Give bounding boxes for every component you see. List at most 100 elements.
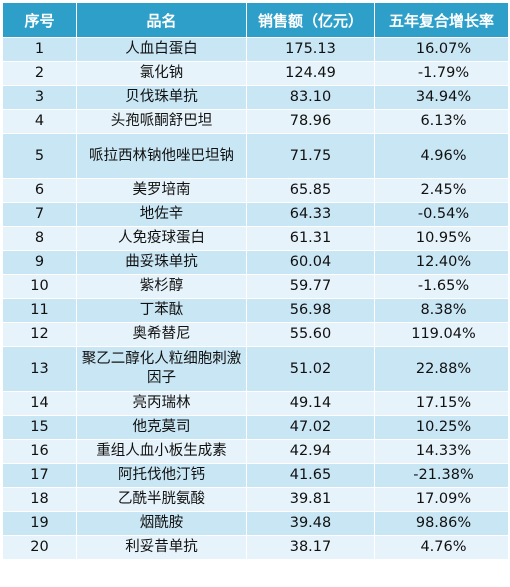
table-row: 1 人血白蛋白 175.13 16.07% [2,37,509,62]
cell-growth-rate: 119.04% [374,322,509,347]
cell-rank: 3 [2,85,77,110]
table-header-row: 序号 品名 销售额（亿元） 五年复合增长率 [2,2,509,38]
cell-product-name: 氯化钠 [76,61,247,86]
cell-rank: 17 [2,463,77,488]
cell-sales: 39.81 [246,487,375,512]
table-row: 16 重组人血小板生成素 42.94 14.33% [2,439,509,464]
cell-sales: 124.49 [246,61,375,86]
table-body: 1 人血白蛋白 175.13 16.07% 2 氯化钠 124.49 -1.79% 3 贝伐珠单抗… [2,37,509,560]
table-row: 14 亮丙瑞林 49.14 17.15% [2,391,509,416]
table-row: 17 阿托伐他汀钙 41.65 -21.38% [2,463,509,488]
table-row: 10 紫杉醇 59.77 -1.65% [2,274,509,299]
table-row: 12 奥希替尼 55.60 119.04% [2,322,509,347]
cell-product-name: 地佐辛 [76,202,247,227]
cell-sales: 175.13 [246,37,375,62]
table-row: 2 氯化钠 124.49 -1.79% [2,61,509,86]
cell-product-name: 人免疫球蛋白 [76,226,247,251]
cell-growth-rate: 4.76% [374,535,509,560]
cell-sales: 61.31 [246,226,375,251]
cell-growth-rate: 4.96% [374,133,509,179]
cell-product-name: 哌拉西林钠他唑巴坦钠 [76,133,247,179]
table-row: 4 头孢哌酮舒巴坦 78.96 6.13% [2,109,509,134]
header-rank: 序号 [2,2,77,38]
cell-product-name: 奥希替尼 [76,322,247,347]
cell-sales: 55.60 [246,322,375,347]
cell-rank: 10 [2,274,77,299]
table-row: 3 贝伐珠单抗 83.10 34.94% [2,85,509,110]
cell-rank: 13 [2,346,77,392]
cell-product-name: 他克莫司 [76,415,247,440]
cell-product-name: 曲妥珠单抗 [76,250,247,275]
cell-growth-rate: 12.40% [374,250,509,275]
cell-rank: 19 [2,511,77,536]
cell-rank: 8 [2,226,77,251]
cell-sales: 78.96 [246,109,375,134]
cell-rank: 5 [2,133,77,179]
table-row: 5 哌拉西林钠他唑巴坦钠 71.75 4.96% [2,133,509,179]
cell-growth-rate: -1.65% [374,274,509,299]
cell-growth-rate: 17.15% [374,391,509,416]
cell-rank: 16 [2,439,77,464]
cell-rank: 7 [2,202,77,227]
cell-sales: 51.02 [246,346,375,392]
cell-product-name: 贝伐珠单抗 [76,85,247,110]
cell-rank: 14 [2,391,77,416]
cell-rank: 4 [2,109,77,134]
cell-rank: 18 [2,487,77,512]
cell-rank: 2 [2,61,77,86]
table-row: 11 丁苯酞 56.98 8.38% [2,298,509,323]
cell-growth-rate: -1.79% [374,61,509,86]
cell-sales: 83.10 [246,85,375,110]
cell-growth-rate: 8.38% [374,298,509,323]
sales-ranking-table: 序号 品名 销售额（亿元） 五年复合增长率 1 人血白蛋白 175.13 16.07%… [2,2,509,560]
header-name: 品名 [76,2,247,38]
cell-product-name: 人血白蛋白 [76,37,247,62]
cell-product-name: 头孢哌酮舒巴坦 [76,109,247,134]
cell-growth-rate: -21.38% [374,463,509,488]
cell-rank: 20 [2,535,77,560]
table-row: 7 地佐辛 64.33 -0.54% [2,202,509,227]
cell-growth-rate: 10.25% [374,415,509,440]
header-growth: 五年复合增长率 [374,2,509,38]
cell-rank: 6 [2,178,77,203]
cell-product-name: 丁苯酞 [76,298,247,323]
cell-growth-rate: 22.88% [374,346,509,392]
cell-rank: 9 [2,250,77,275]
cell-sales: 38.17 [246,535,375,560]
cell-sales: 41.65 [246,463,375,488]
cell-product-name: 重组人血小板生成素 [76,439,247,464]
cell-sales: 71.75 [246,133,375,179]
table-row: 9 曲妥珠单抗 60.04 12.40% [2,250,509,275]
cell-product-name: 利妥昔单抗 [76,535,247,560]
cell-product-name: 亮丙瑞林 [76,391,247,416]
header-sales: 销售额（亿元） [246,2,375,38]
cell-growth-rate: 16.07% [374,37,509,62]
cell-sales: 56.98 [246,298,375,323]
cell-growth-rate: 6.13% [374,109,509,134]
cell-rank: 12 [2,322,77,347]
cell-sales: 60.04 [246,250,375,275]
cell-product-name: 阿托伐他汀钙 [76,463,247,488]
cell-sales: 59.77 [246,274,375,299]
cell-rank: 1 [2,37,77,62]
cell-sales: 64.33 [246,202,375,227]
cell-growth-rate: 2.45% [374,178,509,203]
cell-growth-rate: 17.09% [374,487,509,512]
cell-product-name: 紫杉醇 [76,274,247,299]
cell-product-name: 美罗培南 [76,178,247,203]
cell-rank: 11 [2,298,77,323]
cell-product-name: 烟酰胺 [76,511,247,536]
table-row: 13 聚乙二醇化人粒细胞刺激因子 51.02 22.88% [2,346,509,392]
table-row: 18 乙酰半胱氨酸 39.81 17.09% [2,487,509,512]
cell-growth-rate: 34.94% [374,85,509,110]
cell-growth-rate: 14.33% [374,439,509,464]
cell-product-name: 乙酰半胱氨酸 [76,487,247,512]
table-row: 19 烟酰胺 39.48 98.86% [2,511,509,536]
table-row: 8 人免疫球蛋白 61.31 10.95% [2,226,509,251]
cell-sales: 39.48 [246,511,375,536]
cell-growth-rate: 98.86% [374,511,509,536]
cell-sales: 47.02 [246,415,375,440]
cell-rank: 15 [2,415,77,440]
table-row: 15 他克莫司 47.02 10.25% [2,415,509,440]
cell-growth-rate: 10.95% [374,226,509,251]
